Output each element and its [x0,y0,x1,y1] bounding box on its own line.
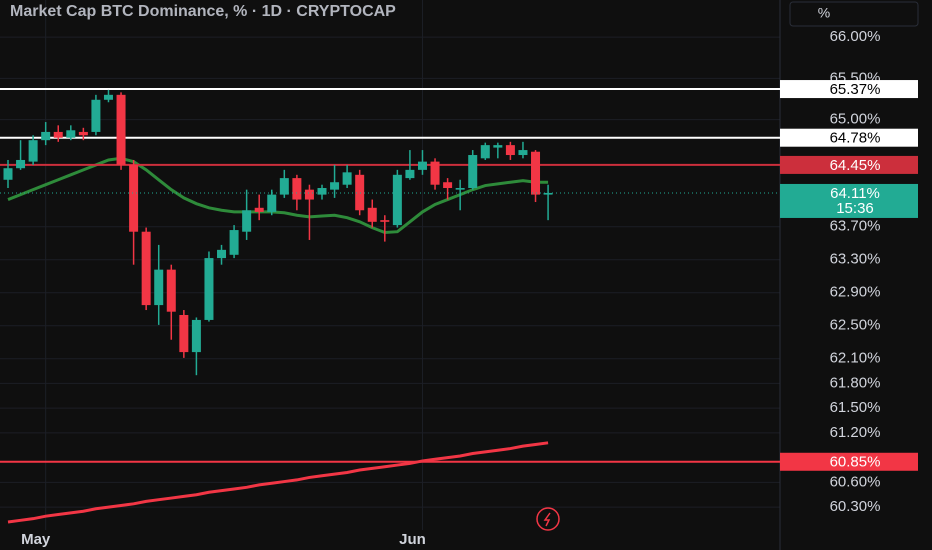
level-label-box [780,128,918,147]
unit-button[interactable] [789,1,919,27]
candle-body [505,145,515,156]
candle-body [292,178,302,200]
candle-body [443,182,453,189]
candle-body [191,319,201,353]
candle-body [380,220,390,222]
candle-body [254,207,264,212]
candle-body [91,99,101,132]
candle-body [267,194,277,212]
x-tick-label: Jun [399,531,426,548]
countdown-label: 15:36 [836,200,874,217]
candle-body [217,249,227,259]
candle-body [480,145,490,159]
candle-body [3,168,13,180]
candle-body [129,164,139,232]
candle-body [493,145,503,148]
candle-body [342,172,352,185]
chart-title: Market Cap BTC Dominance, % · 1D · CRYPT… [10,3,396,20]
candle-body [229,230,239,255]
level-label: 64.78% [830,130,881,147]
candle-body [179,314,189,353]
y-tick-label: 60.60% [830,473,881,490]
moving-average [7,156,549,235]
level-label-box [780,80,918,99]
level-label-box [780,452,918,471]
candle-body [355,174,365,211]
y-tick-label: 66.00% [830,28,881,45]
level-label-box [780,155,918,174]
current-price-box [780,183,918,218]
candle-body [392,174,402,226]
candle-body [430,161,440,185]
y-tick-label: 65.00% [830,111,881,128]
unit-button-label[interactable]: % [818,5,830,21]
candle-body [103,94,113,100]
candle-body [405,169,415,179]
y-tick-label: 62.10% [830,350,881,367]
x-tick-label: May [21,531,51,548]
candle-body [166,269,176,312]
candle-body [242,210,252,232]
y-tick-label: 62.90% [830,284,881,301]
y-tick-label: 63.30% [830,251,881,268]
lightning-icon[interactable] [536,507,560,531]
candle-body [417,161,427,170]
candle-body [518,150,528,156]
candle-body [66,130,76,138]
y-tick-label: 63.70% [830,218,881,235]
candle-body [16,159,26,169]
candle-body [154,269,164,306]
level-label: 60.85% [830,454,881,471]
candle-body [28,140,38,162]
candle-body [468,155,478,189]
candle-body [204,258,214,320]
y-tick-label: 61.80% [830,374,881,391]
moving-average [7,441,549,524]
y-tick-label: 61.20% [830,424,881,441]
candle-body [78,131,88,136]
candle-body [304,189,314,200]
candle-body [41,131,51,141]
candle-body [330,182,340,190]
current-price-label: 64.11% [830,185,880,202]
candle-body [141,231,151,306]
y-tick-label: 62.50% [830,317,881,334]
candle-body [367,207,377,222]
grid [0,0,780,530]
candle-body [531,151,541,195]
candle-body [279,178,289,195]
y-tick-label: 61.50% [830,399,881,416]
y-tick-label: 60.30% [830,498,881,515]
candle-body [116,94,126,165]
level-label: 65.37% [830,81,881,98]
candle-body [543,192,553,195]
level-label: 64.45% [830,157,881,174]
candle-body [455,188,465,190]
candle-body [53,131,63,138]
candle-body [317,188,327,195]
